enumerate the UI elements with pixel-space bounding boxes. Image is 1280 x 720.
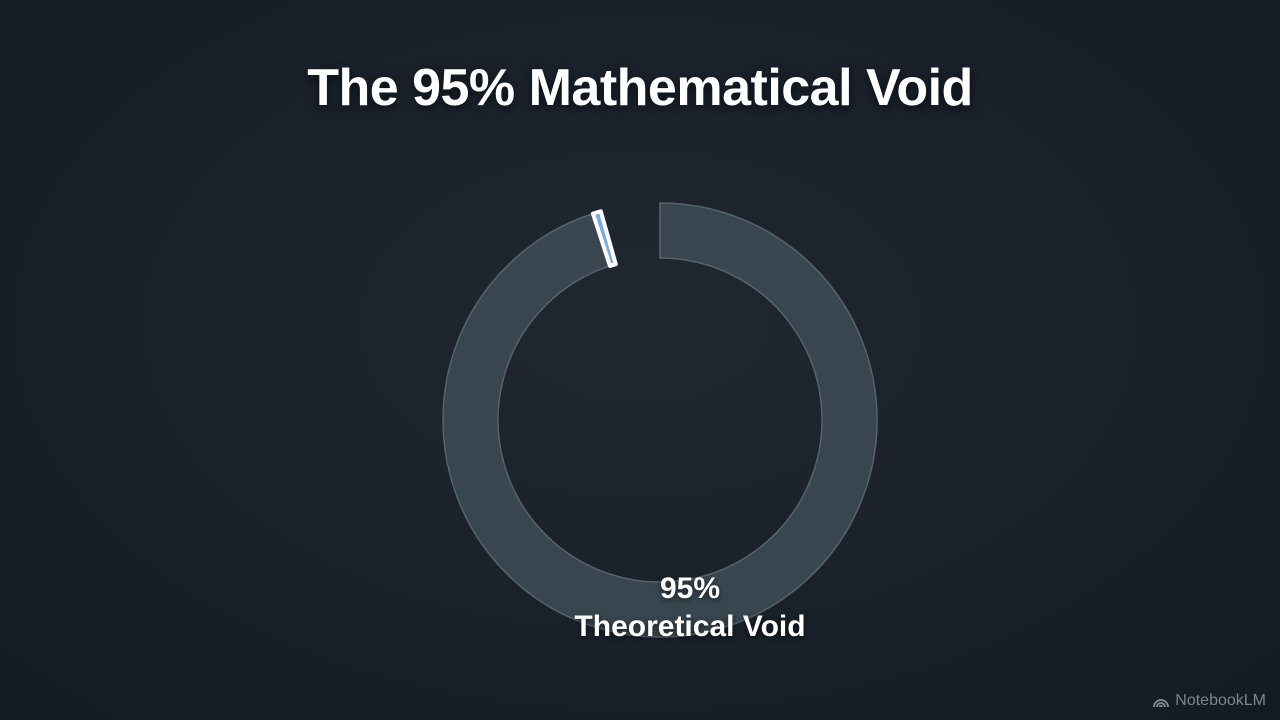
page-title: The 95% Mathematical Void: [307, 59, 973, 117]
logo-text: NotebookLM: [1175, 692, 1266, 709]
donut-segment-highlight: [590, 209, 618, 268]
notebooklm-icon: [1153, 699, 1170, 708]
center-text-label: Theoretical Void: [574, 610, 806, 643]
center-value-label: 95%: [659, 572, 721, 605]
notebooklm-logo: NotebookLM: [1152, 692, 1266, 710]
donut-segment-void: [442, 202, 878, 638]
